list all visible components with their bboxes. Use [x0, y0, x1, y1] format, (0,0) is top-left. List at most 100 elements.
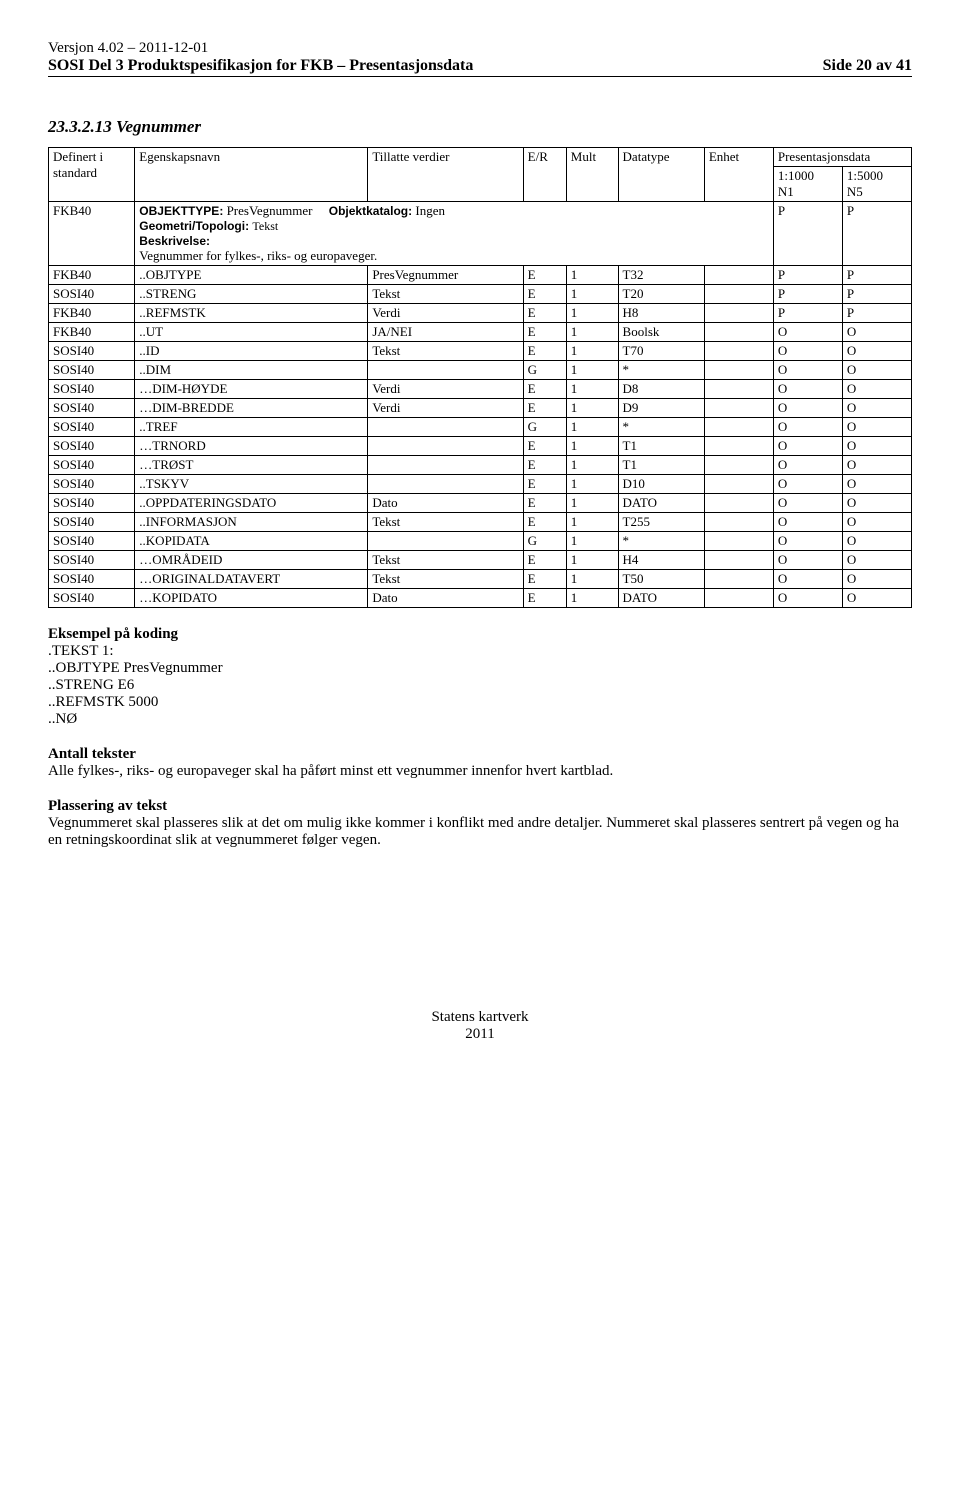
kat-val: Ingen — [415, 203, 445, 218]
cell-std: SOSI40 — [49, 494, 135, 513]
table-row: FKB40..UTJA/NEIE1BoolskOO — [49, 323, 912, 342]
cell-egen: …OMRÅDEID — [135, 551, 368, 570]
cell-mult: 1 — [566, 342, 618, 361]
cell-mult: 1 — [566, 266, 618, 285]
cell-p1: P — [773, 304, 842, 323]
col-mult: Mult — [566, 148, 618, 202]
table-row: FKB40..REFMSTKVerdiE1H8PP — [49, 304, 912, 323]
cell-mult: 1 — [566, 475, 618, 494]
cell-p1: O — [773, 380, 842, 399]
cell-p1: O — [773, 551, 842, 570]
cell-dtype: * — [618, 361, 704, 380]
footer-org: Statens kartverk — [48, 1009, 912, 1026]
cell-p1: O — [773, 513, 842, 532]
cell-std: SOSI40 — [49, 513, 135, 532]
sub-p1: 1:1000N1 — [773, 167, 842, 202]
cell-mult: 1 — [566, 456, 618, 475]
cell-p2: O — [842, 513, 911, 532]
cell-std: SOSI40 — [49, 380, 135, 399]
cell-std: SOSI40 — [49, 437, 135, 456]
cell-std: FKB40 — [49, 304, 135, 323]
table-row: SOSI40…DIM-HØYDEVerdiE1D8OO — [49, 380, 912, 399]
cell-enhet — [704, 380, 773, 399]
cell-dtype: T20 — [618, 285, 704, 304]
cell-dtype: T32 — [618, 266, 704, 285]
cell-std: SOSI40 — [49, 342, 135, 361]
cell-dtype: D9 — [618, 399, 704, 418]
cell-egen: ..INFORMASJON — [135, 513, 368, 532]
cell-p2: P — [842, 266, 911, 285]
cell-p2: O — [842, 437, 911, 456]
table-row: FKB40..OBJTYPEPresVegnummerE1T32PP — [49, 266, 912, 285]
cell-enhet — [704, 475, 773, 494]
cell-p2: O — [842, 456, 911, 475]
cell-p2: P — [842, 304, 911, 323]
cell-till — [368, 475, 523, 494]
cell-p1: O — [773, 437, 842, 456]
cell-p2: P — [842, 285, 911, 304]
cell-till: Verdi — [368, 304, 523, 323]
kat-label: Objektkatalog: — [329, 204, 412, 218]
cell-std: SOSI40 — [49, 456, 135, 475]
cell-enhet — [704, 342, 773, 361]
cell-egen: …ORIGINALDATAVERT — [135, 570, 368, 589]
cell-till — [368, 532, 523, 551]
obj-p2: P — [842, 202, 911, 266]
besk-text: Vegnummer for fylkes-, riks- og europave… — [139, 248, 377, 263]
cell-er: E — [523, 494, 566, 513]
table-row: SOSI40…TRØSTE1T1OO — [49, 456, 912, 475]
section-name: Vegnummer — [116, 117, 201, 136]
cell-enhet — [704, 437, 773, 456]
table-row: SOSI40…DIM-BREDDEVerdiE1D9OO — [49, 399, 912, 418]
cell-till: Tekst — [368, 513, 523, 532]
cell-dtype: T70 — [618, 342, 704, 361]
cell-egen: …TRNORD — [135, 437, 368, 456]
cell-mult: 1 — [566, 437, 618, 456]
cell-er: E — [523, 285, 566, 304]
col-egen: Egenskapsnavn — [135, 148, 368, 202]
code-line: .TEKST 1: — [48, 643, 912, 660]
cell-p1: O — [773, 342, 842, 361]
cell-mult: 1 — [566, 494, 618, 513]
table-header-row: Definert i standard Egenskapsnavn Tillat… — [49, 148, 912, 167]
cell-p2: O — [842, 361, 911, 380]
cell-egen: …DIM-BREDDE — [135, 399, 368, 418]
cell-p2: O — [842, 494, 911, 513]
cell-mult: 1 — [566, 418, 618, 437]
cell-mult: 1 — [566, 361, 618, 380]
cell-p2: O — [842, 380, 911, 399]
cell-till: Tekst — [368, 285, 523, 304]
cell-er: G — [523, 361, 566, 380]
cell-std: SOSI40 — [49, 418, 135, 437]
cell-enhet — [704, 532, 773, 551]
cell-egen: ..KOPIDATA — [135, 532, 368, 551]
cell-er: E — [523, 456, 566, 475]
cell-till — [368, 361, 523, 380]
cell-till: Tekst — [368, 570, 523, 589]
cell-p1: O — [773, 570, 842, 589]
cell-p2: O — [842, 475, 911, 494]
cell-egen: ..DIM — [135, 361, 368, 380]
cell-egen: ..TREF — [135, 418, 368, 437]
cell-mult: 1 — [566, 532, 618, 551]
table-row: SOSI40…OMRÅDEIDTekstE1H4OO — [49, 551, 912, 570]
table-row: SOSI40..STRENGTekstE1T20PP — [49, 285, 912, 304]
table-row: SOSI40…KOPIDATODatoE1DATOOO — [49, 589, 912, 608]
cell-std: FKB40 — [49, 266, 135, 285]
example-heading: Eksempel på koding — [48, 626, 912, 643]
cell-p2: O — [842, 342, 911, 361]
cell-p1: P — [773, 266, 842, 285]
page-number: Side 20 av 41 — [823, 57, 912, 75]
table-row: SOSI40..TREFG1*OO — [49, 418, 912, 437]
cell-enhet — [704, 266, 773, 285]
col-dtype: Datatype — [618, 148, 704, 202]
doc-title: SOSI Del 3 Produktspesifikasjon for FKB … — [48, 57, 473, 75]
cell-p2: O — [842, 532, 911, 551]
cell-std: SOSI40 — [49, 361, 135, 380]
cell-egen: ..STRENG — [135, 285, 368, 304]
cell-er: G — [523, 532, 566, 551]
cell-std: SOSI40 — [49, 589, 135, 608]
cell-std: SOSI40 — [49, 551, 135, 570]
cell-dtype: Boolsk — [618, 323, 704, 342]
cell-enhet — [704, 361, 773, 380]
